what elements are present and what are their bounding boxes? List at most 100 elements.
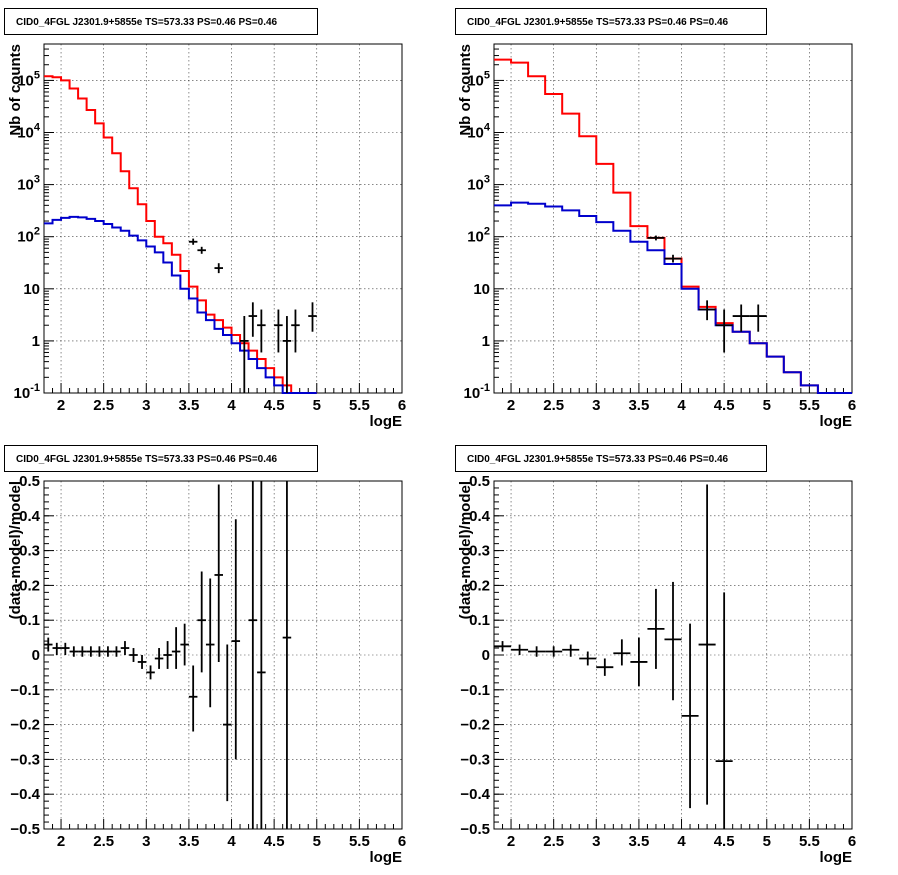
x-tick-label: 5.5: [349, 833, 370, 850]
y-tick-label: 0.5: [469, 473, 490, 490]
x-axis-label: logE: [820, 849, 853, 866]
data-point: [120, 641, 130, 655]
data-point: [282, 481, 292, 829]
x-tick-label: 5.5: [799, 397, 820, 414]
data-point: [647, 588, 665, 669]
chart-panel-2: CID0_4FGL J2301.9+5855e TS=573.33 PS=0.4…: [455, 8, 856, 430]
x-tick-label: 2: [507, 833, 515, 850]
y-tick-label: 10: [473, 281, 490, 298]
data-point: [52, 642, 62, 655]
x-tick-label: 4.5: [714, 833, 735, 850]
data-point: [240, 316, 249, 393]
data-point: [223, 644, 232, 802]
data-point: [188, 238, 198, 245]
model-source-histogram: [494, 201, 852, 394]
data-point: [69, 646, 79, 657]
y-tick-label: 0.4: [469, 508, 491, 525]
y-tick-label: −0.2: [460, 717, 490, 734]
x-tick-label: 4: [227, 397, 236, 414]
y-tick-label: −0.3: [10, 751, 40, 768]
data-point: [749, 304, 767, 332]
y-tick-label: 10: [23, 281, 40, 298]
data-point: [579, 651, 597, 666]
data-point: [171, 627, 181, 669]
y-tick-label: 0.5: [19, 473, 40, 490]
x-tick-label: 6: [848, 833, 856, 850]
y-tick-label: 103: [467, 174, 490, 194]
title-box: [4, 8, 318, 35]
data-point: [630, 637, 648, 687]
x-tick-label: 2: [507, 397, 515, 414]
title-box: [4, 445, 318, 472]
x-tick-label: 6: [398, 833, 406, 850]
data-point: [137, 655, 147, 669]
data-point: [197, 246, 206, 254]
y-axis-label: (data-model)/model: [457, 481, 474, 619]
model-total-histogram: [44, 75, 317, 394]
data-point: [715, 309, 733, 353]
chart-title: CID0_4FGL J2301.9+5855e TS=573.33 PS=0.4…: [467, 17, 729, 28]
y-tick-label: 0.4: [19, 508, 41, 525]
x-tick-label: 4.5: [264, 833, 285, 850]
y-tick-label: 0: [482, 647, 490, 664]
y-tick-label: −0.2: [10, 717, 40, 734]
y-tick-label: 0.3: [19, 543, 40, 560]
data-point: [494, 641, 512, 652]
y-tick-label: −0.1: [10, 682, 40, 699]
data-point: [95, 646, 104, 657]
data-point: [248, 302, 258, 337]
data-point: [511, 644, 529, 655]
chart-panel-1: CID0_4FGL J2301.9+5855e TS=573.33 PS=0.4…: [4, 8, 406, 430]
data-point: [86, 646, 96, 657]
data-point: [528, 646, 546, 657]
title-box: [455, 445, 767, 472]
x-tick-label: 5: [763, 833, 771, 850]
data-point: [44, 637, 53, 652]
data-point: [146, 665, 155, 680]
x-tick-label: 3.5: [628, 397, 649, 414]
data-point: [154, 648, 164, 669]
x-tick-label: 5: [313, 833, 321, 850]
data-point: [112, 646, 121, 657]
y-tick-label: 104: [17, 122, 41, 142]
y-tick-label: 1: [482, 333, 490, 350]
model-total-histogram: [494, 58, 852, 394]
data-point: [596, 658, 614, 676]
x-tick-label: 6: [848, 397, 856, 414]
y-tick-label: 105: [17, 69, 40, 89]
data-point: [180, 623, 189, 666]
chart-title: CID0_4FGL J2301.9+5855e TS=573.33 PS=0.4…: [16, 17, 278, 28]
title-box: [455, 8, 767, 35]
data-point: [282, 316, 292, 393]
x-tick-label: 5: [763, 397, 771, 414]
y-tick-label: 0: [32, 647, 40, 664]
y-axis-label: Nb of counts: [457, 44, 474, 136]
x-tick-label: 2.5: [93, 397, 114, 414]
data-point: [257, 309, 266, 353]
y-tick-label: −0.1: [460, 682, 490, 699]
x-tick-label: 5.5: [799, 833, 820, 850]
data-point: [732, 304, 750, 332]
chart-title: CID0_4FGL J2301.9+5855e TS=573.33 PS=0.4…: [467, 454, 729, 465]
data-point: [197, 571, 206, 673]
x-tick-label: 3.5: [178, 397, 199, 414]
model-source-histogram: [44, 215, 317, 394]
y-tick-label: 104: [467, 122, 491, 142]
x-tick-label: 6: [398, 397, 406, 414]
y-tick-label: 103: [17, 174, 40, 194]
y-tick-label: −0.4: [10, 786, 40, 803]
data-point: [248, 481, 258, 829]
data-point: [545, 646, 563, 657]
x-tick-label: 4: [677, 833, 686, 850]
data-point: [308, 302, 317, 332]
x-tick-label: 4.5: [714, 397, 735, 414]
y-tick-label: 102: [17, 226, 40, 246]
x-tick-label: 2: [57, 397, 65, 414]
y-axis-label: (data-model)/model: [7, 481, 24, 619]
data-point: [78, 646, 87, 657]
y-tick-label: 0.1: [469, 612, 490, 629]
y-tick-label: 0.3: [469, 543, 490, 560]
x-tick-label: 4.5: [264, 397, 285, 414]
y-tick-label: 1: [32, 333, 40, 350]
data-point: [698, 484, 716, 805]
